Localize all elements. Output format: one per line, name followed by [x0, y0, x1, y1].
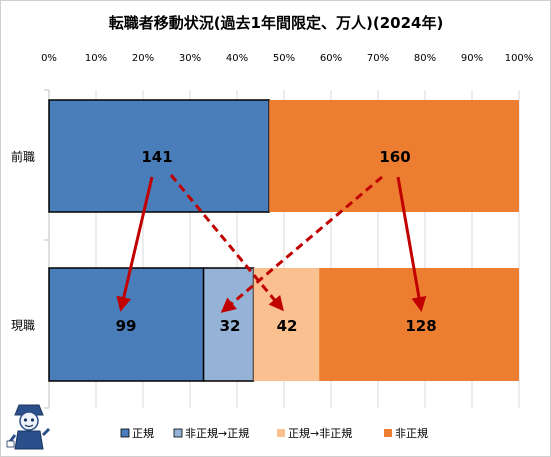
flow-arrow	[116, 176, 154, 312]
category-label: 前職	[11, 149, 35, 164]
chart-title: 転職者移動状況(過去1年間限定、万人)(2024年)	[109, 14, 444, 32]
legend-swatch	[277, 429, 285, 437]
legend-swatch	[173, 428, 183, 438]
x-tick-label: 60%	[320, 53, 342, 64]
data-labels: 141 160 99 32 42 128	[116, 148, 437, 335]
x-tick-label: 40%	[226, 53, 248, 64]
x-tick-label: 20%	[132, 53, 154, 64]
legend-label: 非正規→正規	[185, 426, 249, 440]
bars	[48, 99, 519, 382]
category-label: 現職	[11, 319, 35, 333]
bar-非正規	[319, 268, 519, 381]
x-tick-label: 0%	[41, 53, 57, 64]
x-tick-label: 70%	[367, 53, 389, 64]
x-tick-label: 10%	[85, 53, 107, 64]
data-label: 160	[379, 148, 410, 166]
mascot-icon	[6, 404, 51, 450]
data-label: 128	[405, 317, 436, 335]
flow-arrow	[396, 176, 427, 312]
x-tick-labels: 0% 10% 20% 30% 40% 50% 60% 70% 80% 90% 100%	[41, 53, 533, 64]
bar-非正規	[269, 100, 519, 212]
data-label: 42	[277, 317, 298, 335]
bar-正規	[48, 99, 270, 213]
legend-label: 正規→非正規	[288, 426, 352, 440]
x-tick-label: 80%	[414, 53, 436, 64]
flow-arrow	[220, 175, 383, 313]
data-label: 99	[116, 317, 137, 335]
x-tick-label: 100%	[505, 53, 534, 64]
data-label: 32	[220, 317, 241, 335]
flow-arrow	[169, 174, 284, 312]
data-label: 141	[141, 148, 172, 166]
legend-label: 非正規	[395, 426, 428, 440]
legend-label: 正規	[132, 426, 154, 440]
legend-swatch	[384, 429, 392, 437]
flow-arrows	[116, 174, 427, 313]
legend-swatch	[120, 428, 130, 438]
x-tick-label: 30%	[179, 53, 201, 64]
x-tick-label: 50%	[273, 53, 295, 64]
legend: 正規 非正規→正規 正規→非正規 非正規	[120, 426, 428, 440]
x-tick-label: 90%	[461, 53, 483, 64]
